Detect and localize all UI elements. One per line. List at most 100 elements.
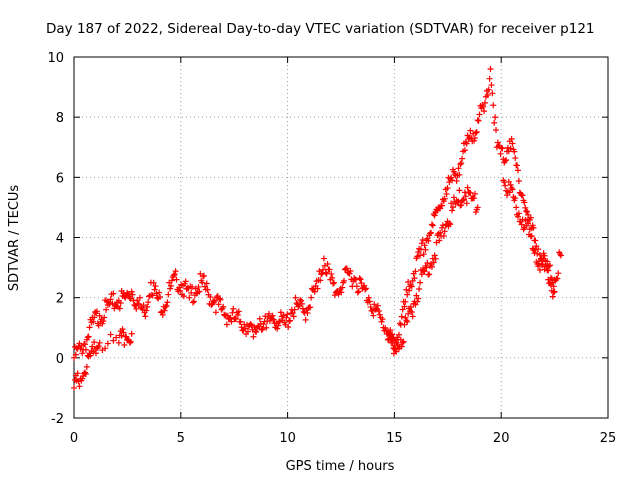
data-point <box>234 311 241 318</box>
data-point <box>544 266 551 273</box>
data-point <box>424 259 431 266</box>
data-point <box>211 297 218 304</box>
data-point <box>338 289 345 296</box>
y-tick-label: 2 <box>56 292 64 307</box>
data-point <box>91 339 98 346</box>
data-point <box>523 208 530 215</box>
data-point <box>77 345 84 352</box>
data-point <box>165 291 172 298</box>
data-point <box>289 310 296 317</box>
data-point <box>128 288 135 295</box>
y-tick-label: -2 <box>51 412 64 427</box>
data-point <box>318 271 325 278</box>
data-point <box>270 316 277 323</box>
data-point <box>343 265 350 272</box>
data-point <box>449 207 456 214</box>
data-point <box>545 267 552 274</box>
data-point <box>152 283 159 290</box>
data-marks <box>71 66 565 391</box>
data-point <box>411 275 418 282</box>
data-point <box>72 351 79 358</box>
data-point <box>503 156 510 163</box>
data-point <box>455 198 462 205</box>
data-point <box>379 316 386 323</box>
data-point <box>145 299 152 306</box>
data-point <box>371 301 378 308</box>
data-point <box>120 329 127 336</box>
data-point <box>514 167 521 174</box>
data-point <box>207 294 214 301</box>
data-point <box>522 204 529 211</box>
data-point <box>367 304 374 311</box>
data-point <box>85 333 92 340</box>
data-point <box>398 313 405 320</box>
data-point <box>449 204 456 211</box>
data-point <box>131 301 138 308</box>
data-point <box>190 298 197 305</box>
data-point <box>532 246 539 253</box>
data-point <box>113 334 120 341</box>
data-point <box>513 204 520 211</box>
data-point <box>140 302 147 309</box>
data-point <box>110 337 117 344</box>
data-point <box>299 305 306 312</box>
data-point <box>329 274 336 281</box>
data-point <box>200 272 207 279</box>
data-point <box>408 309 415 316</box>
data-point <box>462 193 469 200</box>
data-point <box>414 298 421 305</box>
data-point <box>127 338 134 345</box>
data-point <box>136 294 143 301</box>
data-point <box>426 271 433 278</box>
data-point <box>499 145 506 152</box>
data-point <box>463 140 470 147</box>
data-point <box>521 199 528 206</box>
data-point <box>217 296 224 303</box>
data-point <box>392 337 399 344</box>
data-point <box>168 277 175 284</box>
data-point <box>448 174 455 181</box>
data-point <box>265 313 272 320</box>
data-point <box>393 348 400 355</box>
data-point <box>498 144 505 151</box>
data-point <box>86 324 93 331</box>
data-point <box>265 310 272 317</box>
data-point <box>476 111 483 118</box>
data-point <box>375 307 382 314</box>
data-point <box>471 135 478 142</box>
data-point <box>450 194 457 201</box>
data-point <box>441 228 448 235</box>
x-tick-label: 15 <box>386 431 403 446</box>
data-point <box>128 330 135 337</box>
data-point <box>330 280 337 287</box>
data-point <box>514 213 521 220</box>
data-point <box>507 145 514 152</box>
data-point <box>161 307 168 314</box>
data-point <box>454 199 461 206</box>
data-point <box>275 322 282 329</box>
data-point <box>116 305 123 312</box>
data-point <box>365 294 372 301</box>
data-point <box>443 190 450 197</box>
data-point <box>341 277 348 284</box>
data-point <box>506 189 513 196</box>
data-point <box>307 304 314 311</box>
data-point <box>401 321 408 328</box>
y-tick-label: 6 <box>56 171 64 186</box>
data-point <box>551 288 558 295</box>
data-point <box>157 293 164 300</box>
data-point <box>418 271 425 278</box>
data-point <box>458 160 465 167</box>
data-point <box>388 331 395 338</box>
data-point <box>554 275 561 282</box>
data-point <box>541 252 548 259</box>
data-point <box>149 292 156 299</box>
data-point <box>92 350 99 357</box>
data-point <box>474 117 481 124</box>
data-point <box>79 350 86 357</box>
data-point <box>505 178 512 185</box>
data-point <box>471 190 478 197</box>
data-point <box>430 259 437 266</box>
data-point <box>91 314 98 321</box>
data-point <box>484 92 491 99</box>
